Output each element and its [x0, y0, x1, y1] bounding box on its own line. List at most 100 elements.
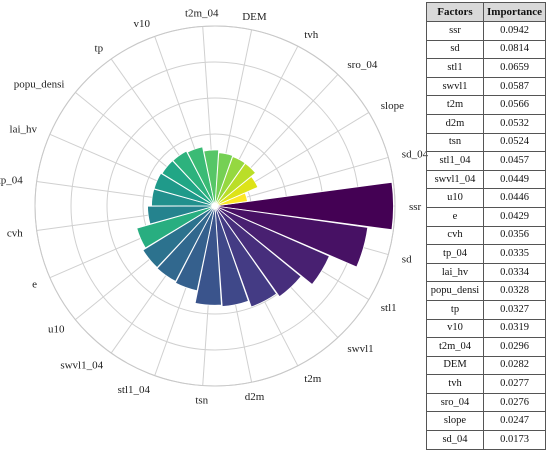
table-row: tp 0.0327 — [426, 299, 546, 320]
table-row: swvl1 0.0587 — [426, 76, 546, 97]
bar-tsn — [194, 205, 222, 306]
bar-stl1 — [214, 205, 330, 286]
table-row: tsn 0.0524 — [426, 132, 546, 153]
factor-cell: ssr — [426, 21, 484, 41]
factor-cell: tsn — [426, 132, 484, 153]
category-label-tp_04: tp_04 — [0, 175, 23, 187]
importance-table: Factors Importance ssr 0.0942 sd 0.0814 stl1… — [426, 2, 546, 450]
table-row: tp_04 0.0335 — [426, 244, 546, 264]
table-row: tvh 0.0277 — [426, 374, 546, 394]
importance-cell: 0.0356 — [483, 225, 546, 246]
category-label-e: e — [32, 278, 37, 290]
bar-sd — [214, 205, 369, 268]
factor-cell: sro_04 — [426, 392, 484, 413]
category-label-d2m: d2m — [245, 391, 265, 403]
factor-cell: swvl1 — [426, 76, 484, 97]
bar-e — [136, 205, 216, 249]
category-label-t2m: t2m — [304, 373, 322, 385]
importance-cell: 0.0659 — [483, 58, 546, 78]
category-label-cvh: cvh — [7, 227, 23, 239]
table-row: d2m 0.0532 — [426, 113, 546, 134]
importance-cell: 0.0247 — [483, 411, 546, 432]
table-row: v10 0.0319 — [426, 318, 546, 339]
importance-cell: 0.0327 — [483, 299, 546, 320]
factor-cell: tp — [426, 299, 484, 320]
bar-v10 — [186, 146, 216, 207]
bar-stl1_04 — [174, 205, 216, 292]
importance-cell: 0.0524 — [483, 132, 546, 153]
importance-cell: 0.0277 — [483, 374, 546, 394]
category-label-slope: slope — [381, 100, 404, 112]
factor-cell: t2m — [426, 95, 484, 115]
factor-cell: tvh — [426, 374, 484, 394]
bar-t2m — [214, 205, 278, 308]
category-label-tsn: tsn — [195, 395, 208, 407]
bar-d2m — [214, 205, 249, 307]
polar-bar-chart: ssr sd stl1 swvl1 t2m d2m tsn stl1_04 swvl1_04 u1… — [0, 7, 429, 407]
factor-cell: lai_hv — [426, 262, 484, 283]
category-label-sd_04: sd_04 — [402, 149, 429, 161]
category-label-ssr: ssr — [409, 201, 422, 213]
category-label-lai_hv: lai_hv — [10, 124, 38, 136]
factor-cell: tp_04 — [426, 244, 484, 264]
importance-cell: 0.0429 — [483, 206, 546, 227]
bar-swvl1 — [214, 205, 302, 298]
importance-cell: 0.0319 — [483, 318, 546, 339]
table-row: t2m 0.0566 — [426, 95, 546, 115]
factor-cell: stl1 — [426, 58, 484, 78]
category-label-stl1: stl1 — [381, 302, 397, 314]
bar-u10 — [142, 205, 216, 269]
factor-cell: t2m_04 — [426, 337, 484, 357]
category-label-t2m_04: t2m_04 — [185, 7, 219, 19]
category-label-u10: u10 — [48, 323, 65, 335]
table-row: lai_hv 0.0334 — [426, 262, 546, 283]
category-label-sro_04: sro_04 — [347, 59, 377, 71]
table-row: ssr 0.0942 — [426, 21, 546, 41]
category-label-sd: sd — [402, 253, 412, 265]
header-importance: Importance — [483, 2, 546, 22]
table-row: DEM 0.0282 — [426, 355, 546, 376]
factor-cell: d2m — [426, 113, 484, 134]
factor-cell: stl1_04 — [426, 151, 484, 171]
factor-cell: popu_densi — [426, 281, 484, 301]
importance-cell: 0.0334 — [483, 262, 546, 283]
factor-cell: slope — [426, 411, 484, 432]
category-label-swvl1: swvl1 — [347, 343, 373, 355]
importance-cell: 0.0457 — [483, 151, 546, 171]
factor-cell: swvl1_04 — [426, 169, 484, 190]
importance-cell: 0.0328 — [483, 281, 546, 301]
bar-tp — [172, 150, 216, 207]
factor-cell: e — [426, 206, 484, 227]
bar-popu_densi — [161, 160, 216, 207]
table-row: stl1 0.0659 — [426, 58, 546, 78]
importance-table-container: Factors Importance ssr 0.0942 sd 0.0814 stl1… — [426, 2, 546, 450]
factor-cell: v10 — [426, 318, 484, 339]
category-label-DEM: DEM — [242, 11, 267, 23]
category-label-tvh: tvh — [304, 29, 319, 41]
bar-slope — [214, 176, 259, 207]
table-row: sd 0.0814 — [426, 39, 546, 60]
factor-cell: cvh — [426, 225, 484, 246]
bar-t2m_04 — [203, 149, 220, 207]
bar-swvl1_04 — [156, 205, 216, 282]
importance-cell: 0.0566 — [483, 95, 546, 115]
table-row: swvl1_04 0.0449 — [426, 169, 546, 190]
table-row: popu_densi 0.0328 — [426, 281, 546, 301]
category-label-popu_densi: popu_densi — [14, 79, 65, 91]
table-row: stl1_04 0.0457 — [426, 151, 546, 171]
outer-ring — [34, 25, 396, 387]
factor-cell: DEM — [426, 355, 484, 376]
table-row: sd_04 0.0173 — [426, 430, 546, 450]
bar-ssr — [214, 181, 394, 231]
table-row: slope 0.0247 — [426, 411, 546, 432]
bar-sro_04 — [214, 162, 257, 207]
table-body: ssr 0.0942 sd 0.0814 stl1 0.0659 swvl1 0.0587 t2… — [426, 21, 546, 450]
header-factors: Factors — [426, 2, 484, 22]
importance-cell: 0.0173 — [483, 430, 546, 450]
category-label-stl1_04: stl1_04 — [118, 384, 151, 396]
table-row: e 0.0429 — [426, 206, 546, 227]
importance-cell: 0.0814 — [483, 39, 546, 60]
importance-cell: 0.0335 — [483, 244, 546, 264]
importance-cell: 0.0942 — [483, 21, 546, 41]
importance-cell: 0.0587 — [483, 76, 546, 97]
